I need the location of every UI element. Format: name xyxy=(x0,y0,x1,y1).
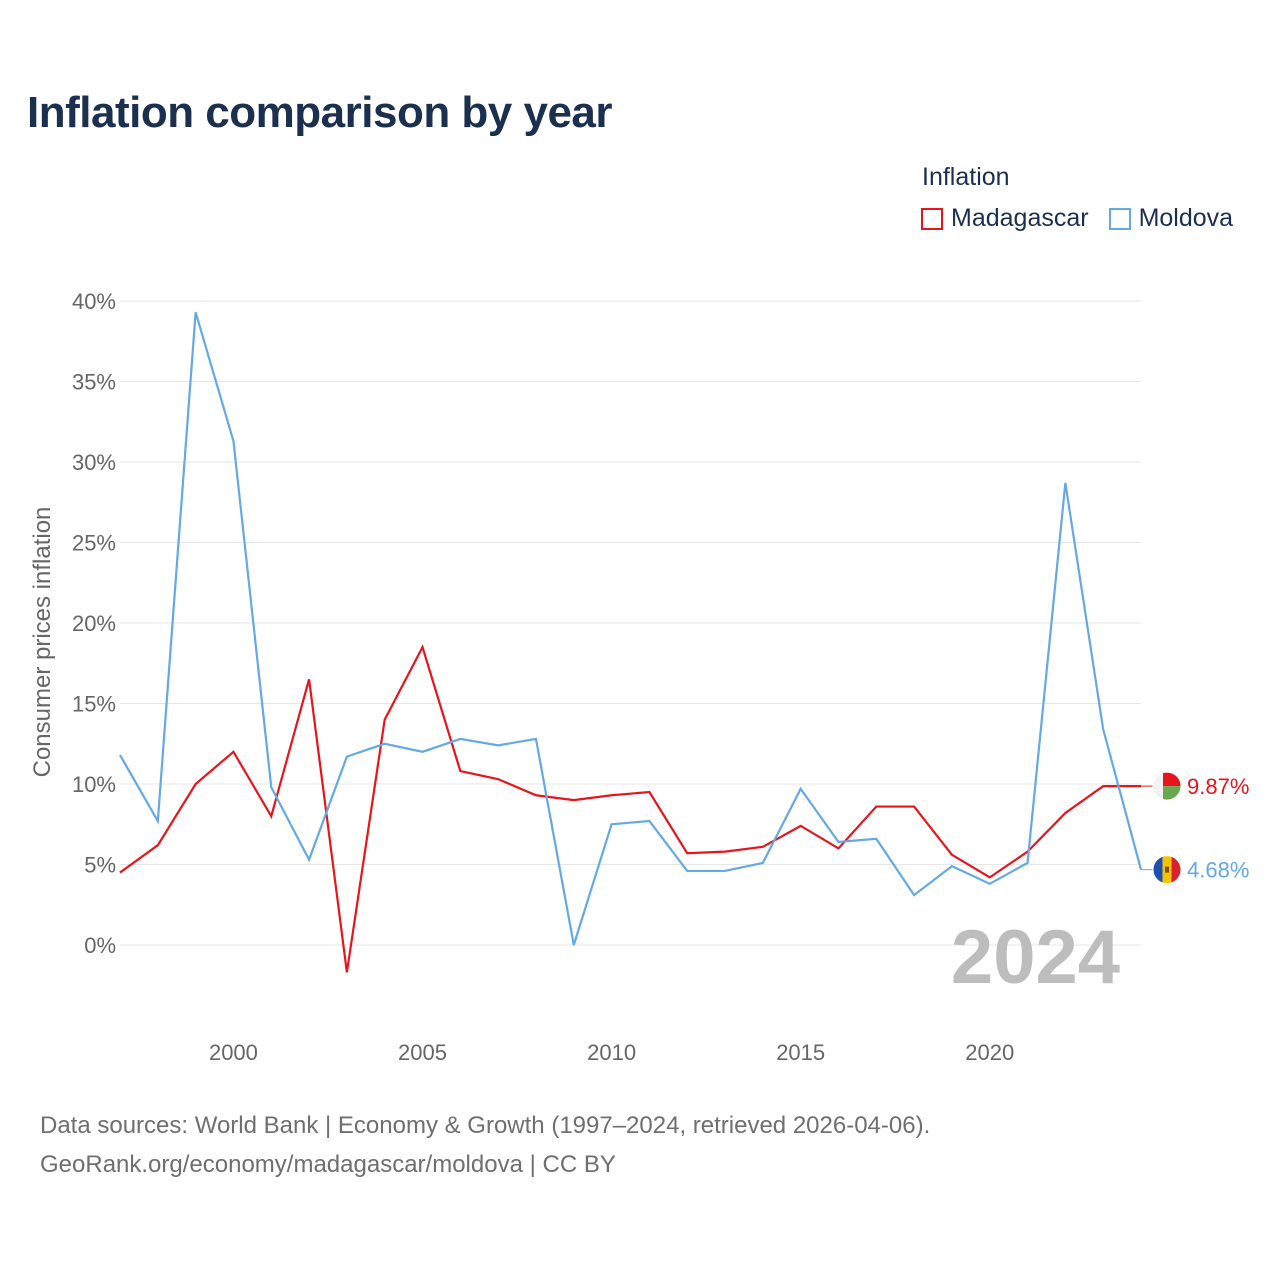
legend-item-madagascar[interactable]: Madagascar xyxy=(921,204,1089,233)
y-tick-label: 20% xyxy=(72,611,116,636)
y-tick-label: 30% xyxy=(72,450,116,475)
legend-label-moldova: Moldova xyxy=(1138,204,1234,232)
footer: Data sources: World Bank | Economy & Gro… xyxy=(40,1106,930,1184)
y-tick-label: 0% xyxy=(84,933,116,958)
footer-link[interactable]: GeoRank.org/economy/madagascar/moldova |… xyxy=(40,1151,616,1178)
x-tick-label: 2000 xyxy=(209,1040,258,1065)
legend-item-moldova[interactable]: Moldova xyxy=(1108,204,1234,233)
year-watermark: 2024 xyxy=(951,915,1120,1000)
legend: Madagascar Moldova xyxy=(921,204,1233,233)
x-tick-label: 2020 xyxy=(965,1040,1014,1065)
y-tick-label: 40% xyxy=(72,289,116,314)
y-tick-label: 15% xyxy=(72,692,116,717)
legend-label-madagascar: Madagascar xyxy=(951,204,1089,232)
x-tick-label: 2005 xyxy=(398,1040,447,1065)
y-tick-label: 10% xyxy=(72,772,116,797)
y-axis-label: Consumer prices inflation xyxy=(29,507,56,778)
moldova-flag-icon xyxy=(1152,855,1182,885)
y-tick-label: 35% xyxy=(72,370,116,395)
madagascar-flag-icon xyxy=(1152,771,1182,801)
y-tick-label: 25% xyxy=(72,531,116,556)
footer-sources: Data sources: World Bank | Economy & Gro… xyxy=(40,1112,931,1139)
legend-title: Inflation xyxy=(922,163,1010,191)
legend-swatch-madagascar xyxy=(921,207,943,230)
y-axis-ticks: 0% 5% 10% 15% 20% 25% 30% 35% 40% xyxy=(72,289,116,958)
series-lines xyxy=(119,311,1143,973)
gridlines xyxy=(120,300,1141,946)
end-value-label-madagascar: 9.87% xyxy=(1187,774,1249,799)
y-tick-label: 5% xyxy=(84,853,116,878)
legend-swatch-moldova xyxy=(1108,207,1131,230)
series-line-madagascar[interactable] xyxy=(119,644,1141,973)
x-tick-label: 2015 xyxy=(776,1040,825,1065)
chart-title: Inflation comparison by year xyxy=(27,88,613,137)
end-markers: 9.87% 4.68% xyxy=(1141,771,1249,885)
x-tick-label: 2010 xyxy=(587,1040,636,1065)
x-axis-ticks: 2000 2005 2010 2015 2020 xyxy=(209,1040,1014,1065)
end-value-label-moldova: 4.68% xyxy=(1187,858,1249,883)
series-line-moldova[interactable] xyxy=(119,311,1143,946)
